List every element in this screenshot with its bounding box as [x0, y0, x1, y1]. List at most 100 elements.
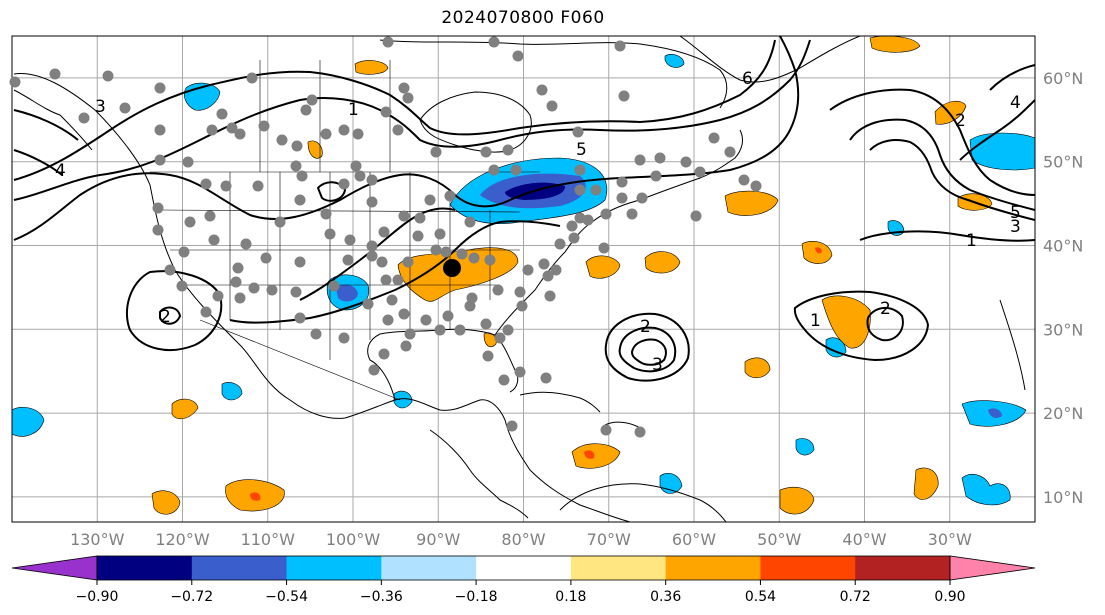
- station-marker: [206, 124, 218, 136]
- station-marker: [724, 146, 736, 158]
- contour-line: [630, 338, 667, 366]
- station-marker: [512, 50, 524, 62]
- station-marker: [634, 426, 646, 438]
- contour-line: [604, 312, 690, 382]
- shaded-region-negative: [795, 438, 815, 456]
- contour-label: 3: [95, 97, 106, 117]
- colorbar-tick-label: −0.54: [265, 589, 308, 605]
- colorbar-bin: [381, 556, 477, 580]
- station-marker: [468, 252, 480, 264]
- station-marker: [176, 280, 188, 292]
- station-marker: [750, 180, 762, 192]
- contour-line: [316, 181, 347, 202]
- colorbar-bin: [286, 556, 382, 580]
- lon-tick-label: 130°W: [70, 530, 125, 549]
- contour-line: [13, 149, 63, 176]
- station-marker: [566, 220, 578, 232]
- shaded-region-positive: [724, 190, 779, 216]
- station-marker: [9, 76, 21, 88]
- station-marker: [294, 194, 306, 206]
- highlight-station-marker[interactable]: [443, 259, 461, 277]
- lat-tick-label: 40°N: [1043, 236, 1083, 255]
- station-marker: [154, 124, 166, 136]
- station-marker: [488, 164, 500, 176]
- station-marker: [430, 244, 442, 256]
- station-marker: [502, 144, 514, 156]
- shaded-region-positive: [307, 140, 323, 159]
- contour-label: 5: [576, 140, 587, 160]
- lat-tick-label: 50°N: [1043, 153, 1083, 172]
- station-marker: [352, 128, 364, 140]
- station-marker: [290, 286, 302, 298]
- lat-tick-label: 30°N: [1043, 320, 1083, 339]
- station-marker: [694, 166, 706, 178]
- station-marker: [514, 366, 526, 378]
- station-marker: [119, 102, 131, 114]
- station-marker: [354, 170, 366, 182]
- shaded-region-positive: [354, 60, 389, 75]
- lon-tick-label: 40°W: [842, 530, 886, 549]
- contour-line: [13, 39, 811, 201]
- station-marker: [386, 294, 398, 306]
- station-marker: [366, 250, 378, 262]
- lon-tick-label: 90°W: [416, 530, 460, 549]
- station-marker: [554, 238, 566, 250]
- station-marker: [550, 264, 562, 276]
- station-marker: [152, 224, 164, 236]
- station-marker: [306, 94, 318, 106]
- station-marker: [240, 238, 252, 250]
- coastline-cuba: [519, 391, 601, 413]
- shaded-region-positive: [815, 247, 822, 254]
- station-marker: [362, 298, 374, 310]
- shaded-region-positive: [779, 487, 815, 515]
- coastline-alaska: [13, 89, 93, 151]
- contour-line: [229, 220, 561, 324]
- colorbar-tick-label: 0.18: [555, 589, 586, 605]
- station-marker: [392, 124, 404, 136]
- station-marker: [510, 164, 522, 176]
- station-marker: [616, 192, 628, 204]
- contour-label: 1: [810, 311, 821, 331]
- contour-label: 1: [348, 100, 359, 120]
- coastline-hudson: [419, 91, 532, 153]
- station-marker: [498, 374, 510, 386]
- contour-label: 1: [966, 231, 977, 251]
- map-border: [11, 35, 1036, 523]
- station-marker: [506, 420, 518, 432]
- contour-label: 2: [640, 317, 651, 337]
- contour-label: 2: [955, 111, 966, 131]
- station-marker: [200, 306, 212, 318]
- colorbar-bin: [760, 556, 856, 580]
- station-marker: [614, 40, 626, 52]
- station-marker: [440, 246, 452, 258]
- station-marker: [494, 332, 506, 344]
- station-marker: [412, 230, 424, 242]
- station-marker: [690, 210, 702, 222]
- station-marker: [234, 292, 246, 304]
- shaded-region-positive: [644, 251, 681, 274]
- station-marker: [296, 170, 308, 182]
- colorbar-bin: [570, 556, 667, 580]
- station-marker: [382, 314, 394, 326]
- station-marker: [252, 180, 264, 192]
- contour-line: [866, 307, 904, 342]
- lon-tick-label: 60°W: [672, 530, 716, 549]
- station-marker: [618, 90, 630, 102]
- lon-tick-label: 110°W: [241, 530, 296, 549]
- contour-lines: [13, 36, 1035, 382]
- contour-line: [869, 139, 1035, 221]
- station-marker: [338, 332, 350, 344]
- colorbar-bin: [476, 556, 572, 580]
- chart-title: 2024070800 F060: [441, 8, 605, 28]
- shaded-region-positive: [571, 443, 621, 469]
- station-marker: [152, 202, 164, 214]
- contour-line: [829, 88, 1035, 196]
- colorbar-extend-low: [11, 555, 98, 581]
- shaded-region-positive: [821, 295, 871, 349]
- coastline-central-america: [429, 429, 529, 519]
- station-marker: [536, 84, 548, 96]
- colorbar-tick-label: −0.36: [360, 589, 403, 605]
- station-marker: [708, 132, 720, 144]
- contour-label: 4: [55, 161, 66, 181]
- station-marker: [378, 226, 390, 238]
